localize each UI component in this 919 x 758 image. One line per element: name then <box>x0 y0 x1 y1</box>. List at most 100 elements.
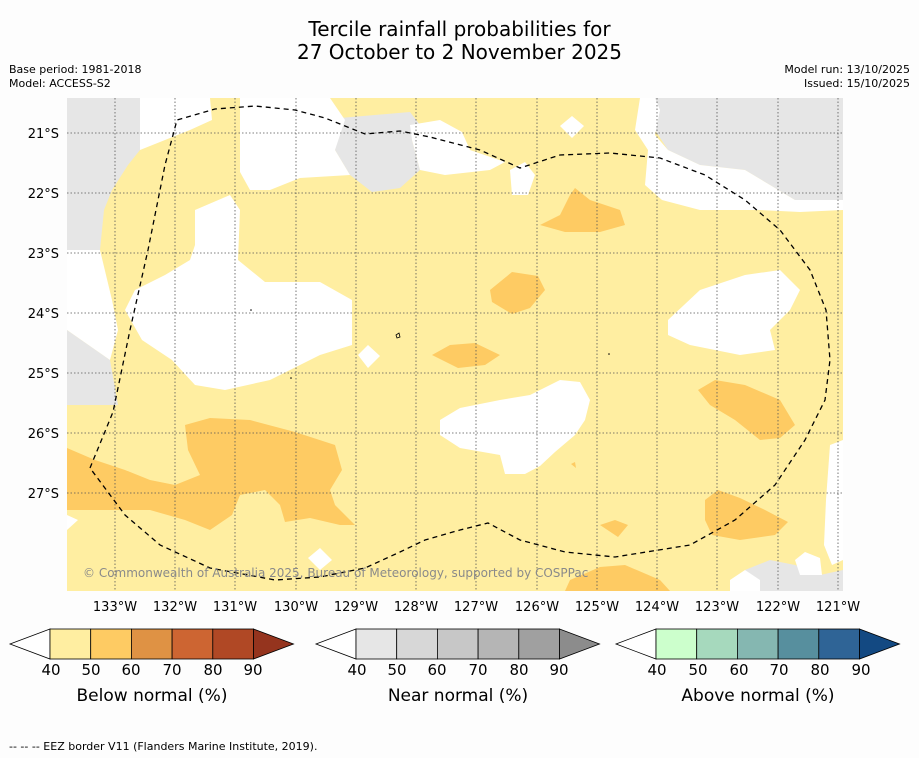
tick-label: 60 <box>427 661 447 679</box>
colorbar-above-normal <box>614 628 901 660</box>
lon-label: 130°W <box>274 600 318 615</box>
lat-label: 23°S <box>28 247 59 262</box>
near-color-swatch <box>477 628 520 660</box>
tick-label: 60 <box>729 661 749 679</box>
title-line-2: 27 October to 2 November 2025 <box>296 40 623 64</box>
below-50-60-patch-north <box>540 188 625 232</box>
white-patch-west <box>67 250 118 360</box>
probability-map: © Commonwealth of Australia 2025, Bureau… <box>8 98 901 660</box>
below-50-60-patch-east <box>698 380 795 440</box>
tick-label: 80 <box>509 661 529 679</box>
white-patch-centre <box>440 380 590 474</box>
white-patch-west-centre <box>125 195 352 390</box>
near-color-swatch <box>396 628 438 660</box>
tick-label: 50 <box>688 661 708 679</box>
below-50-60-patch-southwest <box>67 418 355 530</box>
island-mark-c <box>608 353 610 355</box>
tick-label: 90 <box>851 661 871 679</box>
tick-label: 70 <box>468 661 488 679</box>
white-patch-north <box>240 98 350 190</box>
above-min-triangle <box>614 628 657 660</box>
copyright-text: © Commonwealth of Australia 2025, Bureau… <box>83 566 588 580</box>
below-color-swatch <box>171 628 214 660</box>
latitude-labels: 21°S 22°S 23°S 24°S 25°S 26°S 27°S <box>28 127 59 502</box>
issued-date: Issued: 15/10/2025 <box>803 77 910 90</box>
model-run: Model run: 13/10/2025 <box>784 63 910 76</box>
tick-label: 40 <box>41 661 61 679</box>
tick-label: 70 <box>769 661 789 679</box>
near-normal-label: Near normal (%) <box>387 686 529 706</box>
below-50-60-patch-small-a <box>600 520 628 537</box>
lon-label: 122°W <box>756 600 800 615</box>
tick-label: 80 <box>810 661 830 679</box>
white-patch-small-b <box>358 345 380 368</box>
lon-label: 125°W <box>575 600 619 615</box>
tick-label: 40 <box>347 661 367 679</box>
lon-label: 133°W <box>93 600 137 615</box>
near-normal-patch-ne <box>645 98 843 200</box>
below-min-triangle <box>8 628 51 660</box>
below-50-60-patch-southeast <box>705 490 788 540</box>
above-normal-label: Above normal (%) <box>681 686 835 706</box>
below-normal-label: Below normal (%) <box>76 686 228 706</box>
lat-label: 22°S <box>28 187 59 202</box>
tick-label: 90 <box>243 661 263 679</box>
island-mark-b <box>250 309 252 311</box>
lon-label: 127°W <box>454 600 498 615</box>
below-50-60-patch-centre-south <box>432 343 500 368</box>
below-50-60-patch-centre <box>490 272 545 314</box>
white-patch-small-e <box>67 515 78 530</box>
lon-label: 128°W <box>394 600 438 615</box>
tick-label: 40 <box>647 661 667 679</box>
above-color-swatch <box>777 628 820 660</box>
title-line-1: Tercile rainfall probabilities for <box>308 17 611 41</box>
white-patch-east <box>668 270 800 355</box>
model-name: Model: ACCESS-S2 <box>9 77 111 90</box>
near-max-triangle <box>559 628 601 660</box>
eez-footnote: -- -- -- EEZ border V11 (Flanders Marine… <box>9 740 318 753</box>
graticule <box>67 98 843 591</box>
below-color-swatch <box>49 628 92 660</box>
near-color-swatch <box>518 628 560 660</box>
white-patch-north-centre <box>410 120 505 175</box>
below-color-swatch <box>130 628 173 660</box>
base-period: Base period: 1981-2018 <box>9 63 142 76</box>
near-min-triangle <box>314 628 357 660</box>
island-mark-d <box>290 377 292 379</box>
meta-right: Model run: 13/10/2025 Issued: 15/10/2025 <box>784 63 910 91</box>
below-color-swatch <box>212 628 254 660</box>
lat-label: 26°S <box>28 427 59 442</box>
white-patch-northeast <box>635 98 843 212</box>
tick-label: 50 <box>81 661 101 679</box>
lat-label: 25°S <box>28 367 59 382</box>
map-title: Tercile rainfall probabilities for 27 Oc… <box>0 18 919 64</box>
map-fields <box>67 98 843 591</box>
meta-left: Base period: 1981-2018 Model: ACCESS-S2 <box>9 63 141 91</box>
white-patch-small-g <box>795 552 822 575</box>
below-color-swatch <box>90 628 132 660</box>
white-patch-small-a <box>560 116 584 138</box>
lon-label: 129°W <box>334 600 378 615</box>
below-50-60-patch-dot <box>571 462 576 468</box>
above-color-swatch <box>818 628 860 660</box>
below-50-60-patch-south <box>565 565 670 591</box>
colorbar-below-normal <box>8 628 295 660</box>
near-color-swatch <box>436 628 479 660</box>
tick-label: 50 <box>387 661 407 679</box>
lon-label: 131°W <box>213 600 257 615</box>
near-normal-patch-w2 <box>67 330 118 405</box>
white-patch-small-c <box>510 162 535 195</box>
tick-label: 80 <box>203 661 223 679</box>
lat-label: 24°S <box>28 307 59 322</box>
near-normal-patch-se <box>740 560 843 591</box>
lon-label: 123°W <box>695 600 739 615</box>
below-max-triangle <box>253 628 295 660</box>
white-patch-small-f <box>730 570 760 591</box>
lon-label: 124°W <box>635 600 679 615</box>
tick-label: 60 <box>121 661 141 679</box>
tick-label: 90 <box>549 661 569 679</box>
above-color-swatch <box>655 628 698 660</box>
longitude-labels: 133°W 132°W 131°W 130°W 129°W 128°W 127°… <box>93 600 860 615</box>
white-patch-small-d <box>308 548 332 570</box>
lon-label: 121°W <box>816 600 860 615</box>
